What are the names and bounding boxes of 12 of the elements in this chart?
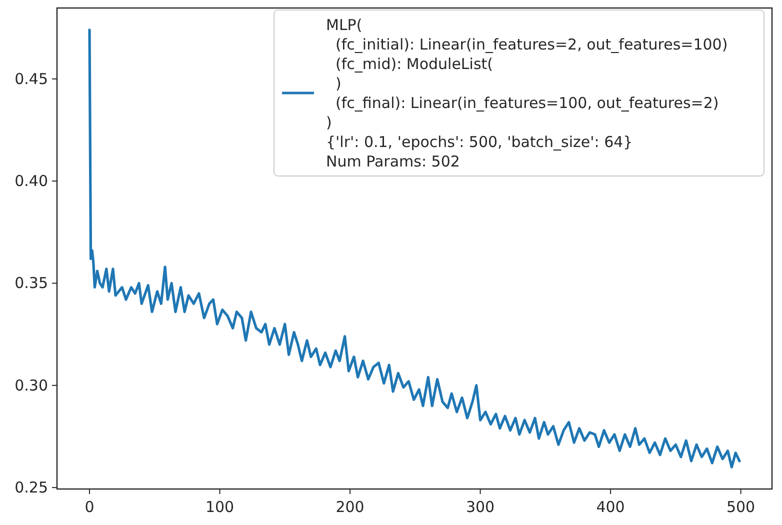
y-tick-label: 0.25 [14, 478, 48, 497]
x-tick-label: 0 [84, 498, 94, 516]
y-tick-label: 0.35 [14, 274, 48, 292]
y-tick-label: 0.40 [14, 172, 48, 190]
y-tick-label: 0.30 [14, 376, 48, 394]
legend-label: MLP( (fc_initial): Linear(in_features=2, out_features=100) (fc_mid): ModuleList( ) (fc_final): Linear(in_features=100, out_features=2) ) {'lr': 0.1, 'epochs': 500, 'batch_size': 64} Num Params: 502 [326, 16, 728, 171]
x-tick-label: 300 [466, 498, 495, 516]
x-tick-label: 400 [596, 498, 625, 516]
x-tick-label: 500 [726, 498, 756, 516]
y-tick-label: 0.45 [14, 70, 48, 88]
x-tick-label: 200 [336, 498, 364, 516]
x-tick-label: 100 [205, 498, 234, 516]
